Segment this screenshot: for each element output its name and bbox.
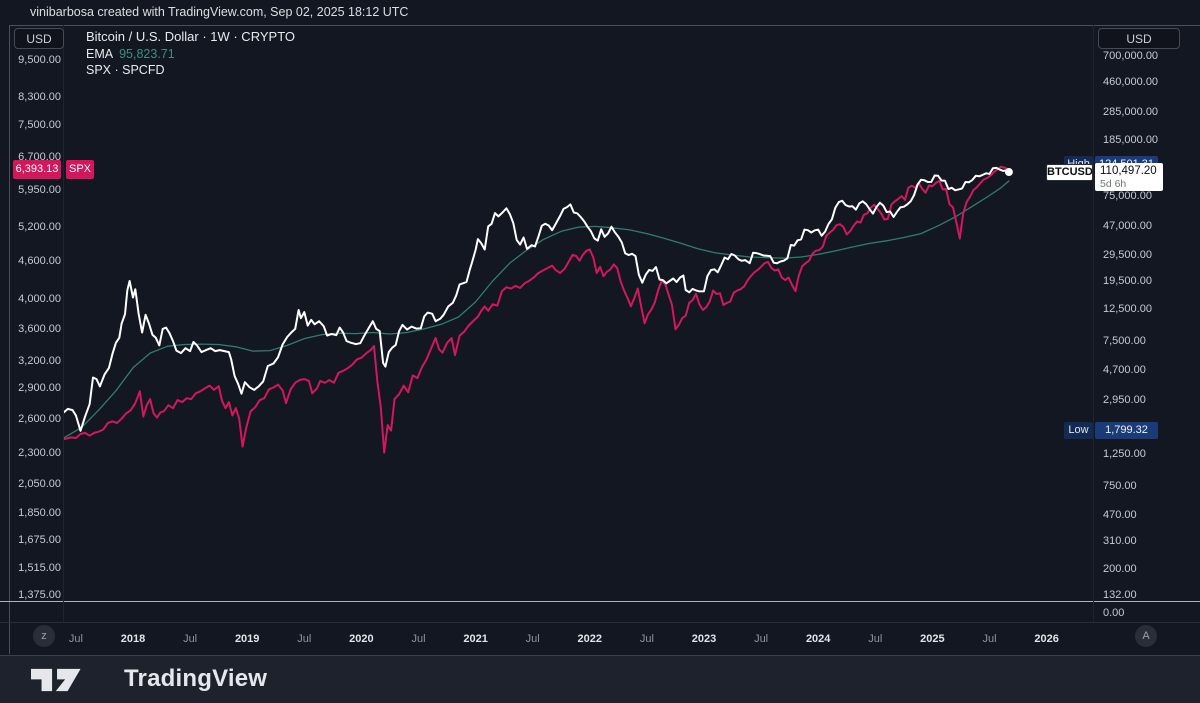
- right-axis-tick: 29,500.00: [1103, 249, 1152, 262]
- right-axis-tick: 750.00: [1103, 479, 1137, 492]
- left-axis-tick: 4,000.00: [18, 293, 61, 306]
- left-axis-tick: 8,300.00: [18, 91, 61, 104]
- ema-label: EMA: [86, 46, 114, 61]
- price-chart-plot[interactable]: [0, 0, 1200, 655]
- right-axis-tick: 185,000.00: [1103, 133, 1159, 146]
- time-axis-tick-2026: 2026: [1034, 633, 1059, 645]
- ema-value: 95,823.71: [119, 46, 175, 61]
- ema-legend-row[interactable]: EMA 95,823.71: [86, 47, 295, 61]
- series-group: [63, 165, 1013, 454]
- left-axis-tick: 2,050.00: [18, 478, 61, 491]
- left-axis-tick: 9,500.00: [18, 54, 61, 66]
- left-axis-tick: 1,375.00: [18, 589, 61, 601]
- left-axis-tick: 7,500.00: [18, 119, 61, 132]
- left-axis-tick: 4,600.00: [18, 254, 61, 267]
- time-axis-tick-jul: Jul: [754, 633, 769, 645]
- right-axis-tick: 1,250.00: [1103, 447, 1146, 460]
- symbol-price-tag: BTCUSD: [1046, 163, 1093, 181]
- right-axis-tick: 200.00: [1103, 562, 1137, 575]
- low-price-tag: Low: [1064, 422, 1093, 440]
- bar-close-countdown: 5d 6h: [1100, 178, 1127, 191]
- time-axis-tick-2019: 2019: [234, 633, 260, 645]
- series-line-spx: [63, 165, 1010, 454]
- tradingview-logo-icon[interactable]: [31, 666, 93, 694]
- right-axis-tick: 460,000.00: [1103, 76, 1159, 89]
- right-axis-zero-tick: 0.00: [1103, 607, 1125, 619]
- time-axis-tick-2020: 2020: [349, 633, 374, 645]
- spx-price-tag: SPX: [66, 159, 94, 179]
- right-axis-tick: 132.00: [1103, 589, 1137, 601]
- time-axis-tick-2023: 2023: [691, 633, 717, 645]
- time-axis-tick-2021: 2021: [463, 633, 488, 645]
- time-axis[interactable]: z A Jul 2018 Jul 2019 Jul 2020 Jul 2021 Jul 2022 J…: [0, 622, 1200, 655]
- right-axis-tick: 700,000.00: [1103, 50, 1159, 62]
- right-axis-tick: 470.00: [1103, 509, 1137, 522]
- left-axis-tick: 5,200.00: [18, 220, 61, 233]
- right-axis-tick: 47,000.00: [1103, 219, 1152, 232]
- tradingview-wordmark[interactable]: TradingView: [124, 665, 268, 692]
- time-axis-tick-jul: Jul: [982, 633, 997, 645]
- time-axis-tick-jul: Jul: [525, 633, 540, 645]
- right-price-axis[interactable]: 700,000.00 460,000.00 285,000.00 185,000.00…: [1093, 25, 1200, 622]
- tradingview-footer: TradingView: [0, 655, 1200, 703]
- right-axis-currency-button[interactable]: USD: [1098, 28, 1180, 49]
- time-axis-tick-jul: Jul: [411, 633, 426, 645]
- right-axis-tick: 2,950.00: [1103, 393, 1146, 406]
- left-axis-tick: 2,600.00: [18, 412, 61, 425]
- right-axis-tick: 4,700.00: [1103, 364, 1146, 377]
- left-axis-tick: 5,950.00: [18, 183, 61, 196]
- series-line-btcusd: [63, 166, 1010, 432]
- left-axis-tick: 2,300.00: [18, 446, 61, 459]
- spx-price-label: 6,393.13: [13, 159, 61, 179]
- left-price-axis[interactable]: 9,500.00 8,300.00 7,500.00 6,700.00 5,950.00…: [0, 25, 64, 622]
- right-axis-tick: 285,000.00: [1103, 106, 1159, 119]
- symbol-title-row[interactable]: Bitcoin / U.S. Dollar · 1W · CRYPTO: [86, 29, 296, 44]
- left-axis-currency-button[interactable]: USD: [14, 28, 64, 49]
- auto-scale-button[interactable]: A: [1135, 625, 1157, 647]
- current-price-value: 110,497.20: [1100, 165, 1157, 178]
- compare-legend-row[interactable]: SPX · SPCFD: [86, 63, 165, 77]
- time-axis-tick-jul: Jul: [868, 633, 883, 645]
- timezone-button[interactable]: z: [33, 625, 55, 647]
- left-axis-tick: 1,515.00: [18, 562, 61, 575]
- attribution-text: vinibarbosa created with TradingView.com…: [30, 5, 409, 19]
- left-axis-tick: 1,850.00: [18, 506, 61, 519]
- time-axis-tick-jul: Jul: [639, 633, 654, 645]
- right-axis-tick: 19,500.00: [1103, 275, 1152, 288]
- last-price-dot: [1004, 168, 1013, 177]
- time-axis-tick-jul: Jul: [68, 633, 83, 645]
- time-axis-tick-jul: Jul: [183, 633, 198, 645]
- time-axis-tick-2018: 2018: [120, 633, 146, 645]
- low-price-label: 1,799.32: [1095, 422, 1158, 440]
- legend: Bitcoin / U.S. Dollar · 1W · CRYPTO EMA 9…: [86, 29, 295, 77]
- time-axis-tick-jul: Jul: [297, 633, 312, 645]
- current-price-label: 110,497.20 5d 6h: [1095, 163, 1163, 192]
- right-axis-tick: 75,000.00: [1103, 190, 1152, 203]
- left-axis-tick: 2,900.00: [18, 382, 61, 395]
- time-axis-tick-2024: 2024: [805, 633, 831, 645]
- attribution-bar: vinibarbosa created with TradingView.com…: [0, 0, 1200, 25]
- left-axis-tick: 1,675.00: [18, 534, 61, 547]
- right-axis-tick: 310.00: [1103, 535, 1137, 548]
- left-axis-tick: 3,600.00: [18, 322, 61, 335]
- series-line-ema: [63, 180, 1010, 439]
- right-axis-tick: 7,500.00: [1103, 335, 1146, 348]
- time-axis-tick-2022: 2022: [577, 633, 603, 645]
- left-axis-tick: 3,200.00: [18, 355, 61, 368]
- time-axis-tick-2025: 2025: [920, 633, 945, 645]
- right-axis-tick: 12,500.00: [1103, 302, 1152, 315]
